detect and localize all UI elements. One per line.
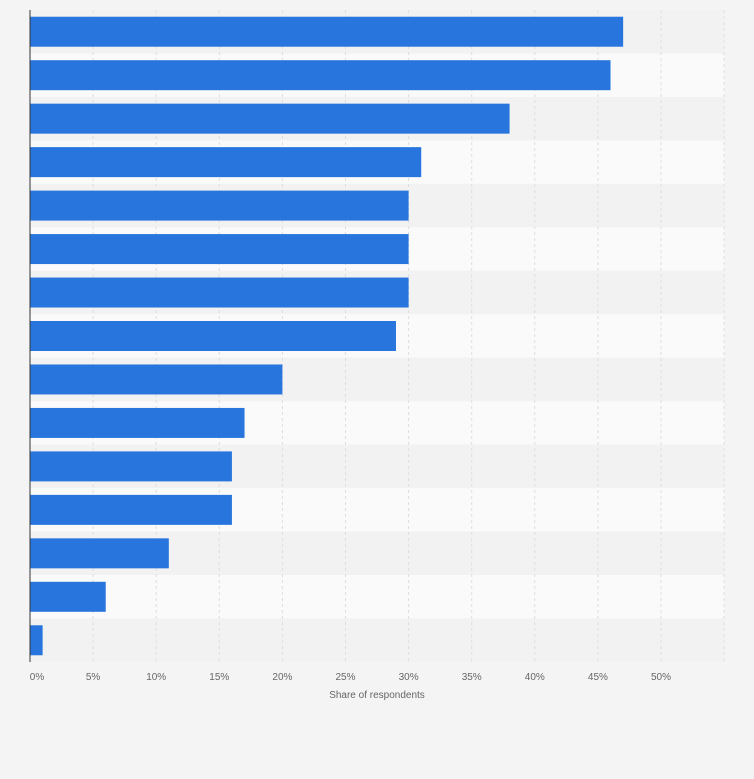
bar[interactable] — [30, 321, 396, 351]
bar[interactable] — [30, 538, 169, 569]
x-tick-label: 10% — [146, 672, 166, 683]
x-axis-title: Share of respondents — [329, 690, 425, 701]
bar[interactable] — [30, 234, 409, 265]
bar[interactable] — [30, 147, 422, 178]
x-tick-label: 0% — [30, 672, 45, 683]
bar[interactable] — [30, 190, 409, 221]
row-band — [30, 575, 724, 619]
x-tick-label: 5% — [86, 672, 101, 683]
bars — [30, 16, 624, 656]
bar[interactable] — [30, 364, 283, 395]
bar[interactable] — [30, 277, 409, 308]
bar[interactable] — [30, 103, 510, 134]
x-tick-label: 25% — [335, 672, 355, 683]
bar[interactable] — [30, 451, 232, 482]
x-tick-label: 40% — [525, 672, 545, 683]
x-tick-label: 45% — [588, 672, 608, 683]
bar[interactable] — [30, 625, 43, 656]
bar[interactable] — [30, 494, 232, 525]
x-tick-label: 50% — [651, 672, 671, 683]
x-tick-label: 35% — [462, 672, 482, 683]
x-tick-label: 15% — [209, 672, 229, 683]
bar[interactable] — [30, 16, 624, 47]
bar[interactable] — [30, 581, 106, 612]
x-tick-label: 30% — [399, 672, 419, 683]
row-band — [30, 618, 724, 662]
bar[interactable] — [30, 407, 245, 438]
bar[interactable] — [30, 60, 611, 91]
x-tick-labels: 0% 5% 10% 15% 20% 25% 30% 35% 40% 45% 50% — [30, 672, 671, 683]
x-tick-label: 20% — [272, 672, 292, 683]
